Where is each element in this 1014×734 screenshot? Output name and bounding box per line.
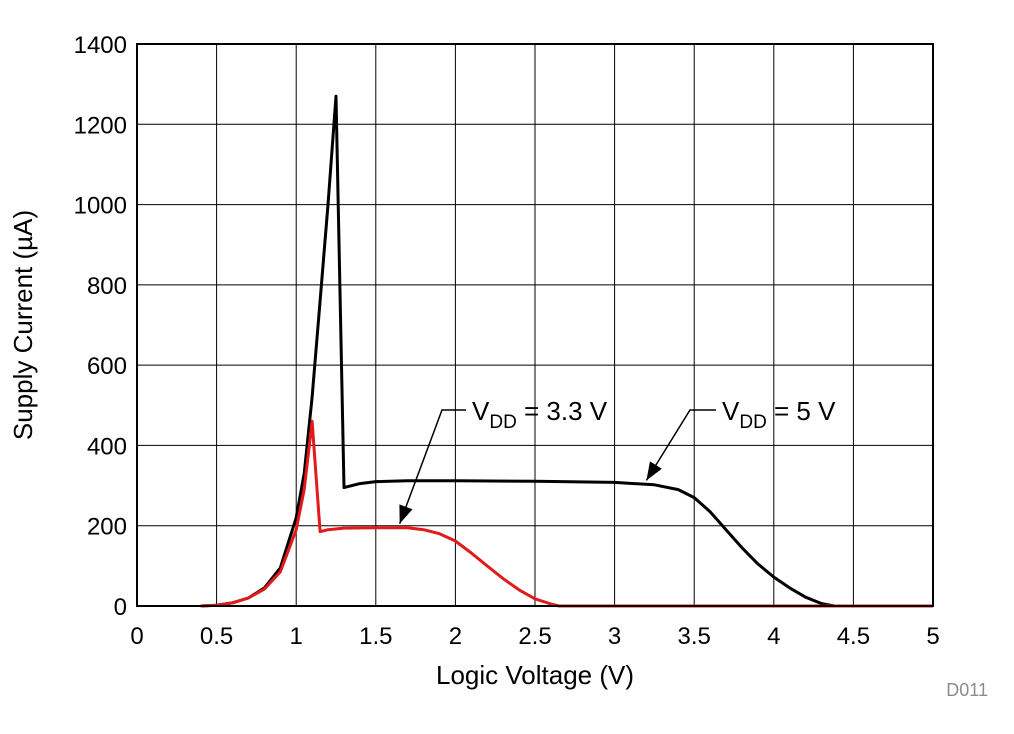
- y-tick-label: 400: [87, 433, 127, 460]
- x-tick-label: 1.5: [359, 623, 392, 650]
- annotation-label: VDD = 5 V: [722, 396, 836, 433]
- y-tick-label: 1400: [74, 32, 127, 59]
- y-tick-label: 1000: [74, 193, 127, 220]
- annotation-arrowhead: [646, 461, 662, 481]
- annotation-leader: [398, 409, 466, 524]
- series-group: [200, 94, 933, 608]
- y-tick-labels: 0 200 400 600 800 1000 1200 1400: [74, 32, 127, 621]
- y-tick-label: 0: [114, 594, 127, 621]
- figure-code: D011: [946, 680, 988, 700]
- annotation-label-rest: = 3.3 V: [517, 396, 608, 426]
- x-tick-label: 3: [608, 623, 621, 650]
- annotation-label-rest: = 5 V: [767, 396, 836, 426]
- annotation-label: VDD = 3.3 V: [472, 396, 608, 433]
- grid: [137, 44, 933, 606]
- x-tick-labels: 0 0.5 1 1.5 2 2.5 3 3.5 4 4.5 5: [130, 623, 939, 650]
- y-axis-label: Supply Current (µA): [8, 210, 38, 440]
- y-tick-label: 600: [87, 353, 127, 380]
- plot-frame: [136, 43, 934, 607]
- annotations: VDD = 3.3 V VDD = 5 V: [398, 396, 836, 524]
- x-tick-label: 3.5: [678, 623, 711, 650]
- y-tick-label: 200: [87, 514, 127, 541]
- annotation-label-main: V: [722, 396, 740, 426]
- annotation-arrowhead: [399, 504, 413, 524]
- x-tick-label: 4: [767, 623, 780, 650]
- annotation-label-main: V: [472, 396, 490, 426]
- y-tick-label: 800: [87, 273, 127, 300]
- x-axis-label: Logic Voltage (V): [436, 660, 634, 690]
- x-tick-label: 0.5: [200, 623, 233, 650]
- annotation-label-sub: DD: [489, 412, 516, 433]
- series-line-vdd-3v3: [200, 419, 933, 608]
- x-tick-label: 2: [449, 623, 462, 650]
- y-tick-label: 1200: [74, 112, 127, 139]
- series-line-vdd-5v: [200, 94, 933, 608]
- annotation-leader: [645, 409, 716, 481]
- x-tick-label: 1: [290, 623, 303, 650]
- x-tick-label: 4.5: [837, 623, 870, 650]
- x-tick-label: 2.5: [518, 623, 551, 650]
- annotation-label-sub: DD: [739, 412, 766, 433]
- x-tick-label: 5: [926, 623, 939, 650]
- x-tick-label: 0: [130, 623, 143, 650]
